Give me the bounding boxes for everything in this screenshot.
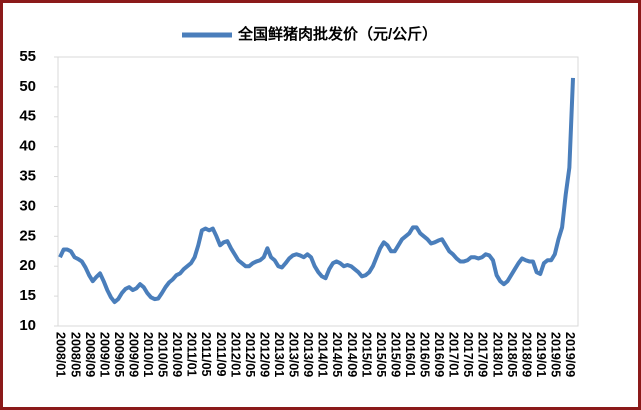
x-tick-label: 2012/01 bbox=[228, 332, 242, 377]
x-tick-label: 2011/01 bbox=[185, 332, 199, 377]
x-tick-label: 2018/01 bbox=[490, 332, 504, 377]
y-tick-label: 55 bbox=[19, 48, 36, 65]
y-tick-label: 15 bbox=[19, 287, 36, 304]
x-tick-label: 2009/09 bbox=[126, 332, 140, 377]
x-tick-label: 2018/05 bbox=[505, 332, 519, 377]
x-tick-label: 2009/05 bbox=[112, 332, 126, 377]
x-tick-label: 2019/05 bbox=[549, 332, 563, 377]
x-tick-label: 2008/01 bbox=[54, 332, 68, 377]
y-tick-label: 45 bbox=[19, 108, 36, 125]
x-tick-label: 2011/05 bbox=[199, 332, 213, 377]
x-tick-label: 2019/09 bbox=[563, 332, 577, 377]
x-tick-label: 2009/01 bbox=[97, 332, 111, 377]
x-tick-label: 2019/01 bbox=[534, 332, 548, 377]
y-tick-label: 10 bbox=[19, 317, 36, 334]
x-tick-label: 2010/05 bbox=[156, 332, 170, 377]
x-tick-label: 2014/05 bbox=[330, 332, 344, 377]
x-tick-label: 2013/01 bbox=[272, 332, 286, 377]
line bbox=[58, 77, 575, 305]
y-tick-label: 40 bbox=[19, 138, 36, 155]
x-tick-label: 2016/01 bbox=[403, 332, 417, 377]
x-tick-label: 2008/09 bbox=[83, 332, 97, 377]
x-tick-label: 2012/05 bbox=[243, 332, 257, 377]
plot-area bbox=[57, 56, 579, 327]
x-tick-label: 2014/09 bbox=[345, 332, 359, 377]
x-tick-label: 2013/05 bbox=[287, 332, 301, 377]
x-tick-label: 2010/01 bbox=[141, 332, 155, 377]
x-tick-label: 2015/05 bbox=[374, 332, 388, 377]
x-tick-label: 2016/05 bbox=[418, 332, 432, 377]
x-tick-label: 2012/09 bbox=[257, 332, 271, 377]
y-tick-label: 25 bbox=[19, 227, 36, 244]
x-tick-label: 2015/01 bbox=[359, 332, 373, 377]
x-tick-label: 2008/05 bbox=[68, 332, 82, 377]
x-tick-label: 2017/09 bbox=[476, 332, 490, 377]
y-tick-label: 35 bbox=[19, 168, 36, 185]
x-tick-label: 2013/09 bbox=[301, 332, 315, 377]
y-tick-label: 30 bbox=[19, 197, 36, 214]
x-tick-label: 2014/01 bbox=[316, 332, 330, 377]
x-tick-label: 2015/09 bbox=[388, 332, 402, 377]
x-tick-label: 2017/01 bbox=[447, 332, 461, 377]
x-tick-label: 2011/09 bbox=[214, 332, 228, 377]
x-tick-label: 2010/09 bbox=[170, 332, 184, 377]
x-tick-label: 2017/05 bbox=[461, 332, 475, 377]
y-tick-label: 20 bbox=[19, 257, 36, 274]
x-tick-label: 2018/09 bbox=[519, 332, 533, 377]
legend-label: 全国鲜猪肉批发价（元/公斤） bbox=[237, 25, 437, 43]
x-tick-label: 2016/09 bbox=[432, 332, 446, 377]
y-tick-label: 50 bbox=[19, 78, 36, 95]
